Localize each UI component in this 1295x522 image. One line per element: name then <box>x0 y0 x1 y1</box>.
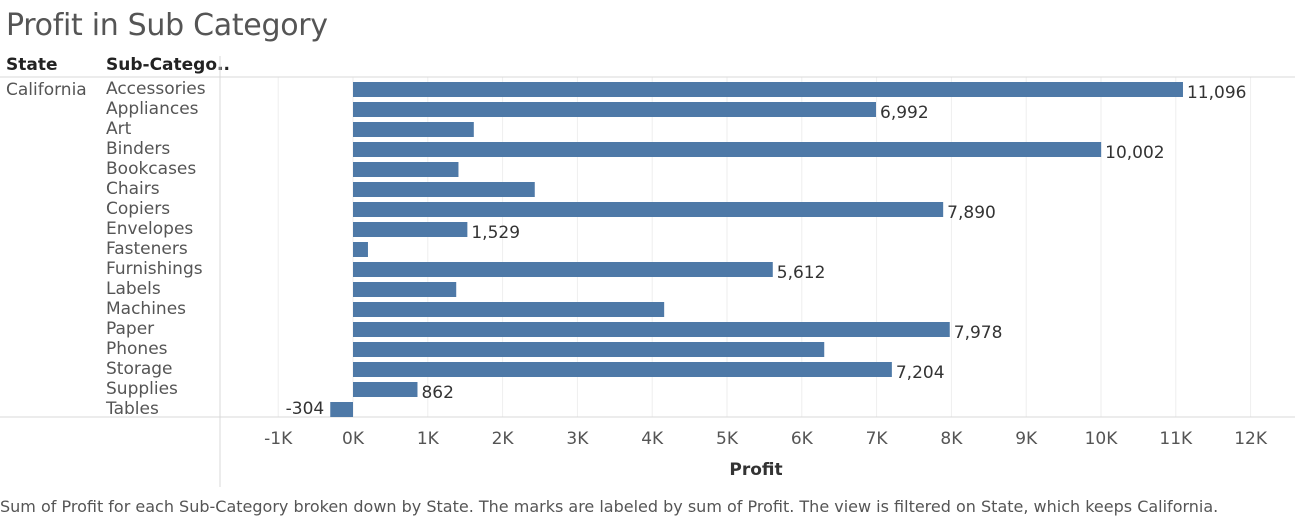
category-label: Accessories <box>106 79 206 99</box>
data-label: 10,002 <box>1105 143 1164 163</box>
bar-bookcases[interactable] <box>353 162 459 177</box>
x-tick-label: 6K <box>791 429 814 449</box>
bar-furnishings[interactable] <box>353 262 773 277</box>
category-label: Bookcases <box>106 159 196 179</box>
category-label: Phones <box>106 339 168 359</box>
data-label: -304 <box>286 399 325 419</box>
data-label: 862 <box>421 383 453 403</box>
bar-art[interactable] <box>353 122 474 137</box>
category-label: Labels <box>106 279 161 299</box>
subcategory-column-header[interactable]: Sub-Catego.. <box>106 55 230 75</box>
data-label: 7,204 <box>896 363 945 383</box>
category-label: Fasteners <box>106 239 188 259</box>
bar-copiers[interactable] <box>353 202 944 217</box>
x-tick-label: 8K <box>940 429 963 449</box>
bar-binders[interactable] <box>353 142 1102 157</box>
data-label: 6,992 <box>880 103 929 123</box>
bar-accessories[interactable] <box>353 82 1183 97</box>
bar-machines[interactable] <box>353 302 665 317</box>
bar-paper[interactable] <box>353 322 950 337</box>
x-tick-label: 5K <box>716 429 739 449</box>
x-tick-label: 9K <box>1015 429 1038 449</box>
category-label: Furnishings <box>106 259 203 279</box>
state-column-header[interactable]: State <box>6 55 58 75</box>
bar-phones[interactable] <box>353 342 825 357</box>
x-tick-label: 0K <box>342 429 365 449</box>
bar-appliances[interactable] <box>353 102 877 117</box>
x-tick-label: 2K <box>492 429 515 449</box>
dividers <box>0 56 1295 487</box>
bar-storage[interactable] <box>353 362 892 377</box>
bar-envelopes[interactable] <box>353 222 468 237</box>
category-label: Appliances <box>106 99 199 119</box>
category-label: Supplies <box>106 379 178 399</box>
bar-labels[interactable] <box>353 282 457 297</box>
x-tick-label: 12K <box>1234 429 1268 449</box>
category-label: Machines <box>106 299 186 319</box>
category-label: Copiers <box>106 199 170 219</box>
state-value-california[interactable]: California <box>6 80 87 100</box>
labels: Accessories 11,096 Appliances 6,992 ArtBinde… <box>105 79 1268 449</box>
category-label: Paper <box>106 319 154 339</box>
data-label: 1,529 <box>471 223 520 243</box>
x-tick-label: 1K <box>417 429 440 449</box>
chart-title: Profit in Sub Category <box>6 8 328 43</box>
data-label: 7,890 <box>947 203 996 223</box>
data-label: 11,096 <box>1187 83 1246 103</box>
bar-chairs[interactable] <box>353 182 535 197</box>
data-label: 5,612 <box>777 263 826 283</box>
category-label: Chairs <box>106 179 160 199</box>
x-tick-label: 7K <box>866 429 889 449</box>
x-tick-label: 3K <box>566 429 589 449</box>
x-tick-label: 11K <box>1159 429 1193 449</box>
bar-supplies[interactable] <box>353 382 418 397</box>
data-label: 7,978 <box>954 323 1003 343</box>
x-tick-label: 4K <box>641 429 664 449</box>
bars <box>330 82 1183 417</box>
x-axis-title: Profit <box>729 460 782 480</box>
category-label: Storage <box>106 359 173 379</box>
x-tick-label: -1K <box>264 429 293 449</box>
category-label: Art <box>106 119 132 139</box>
bar-fasteners[interactable] <box>353 242 368 257</box>
caption: Sum of Profit for each Sub-Category brok… <box>0 497 1219 516</box>
bar-tables[interactable] <box>330 402 353 417</box>
category-label: Tables <box>105 399 159 419</box>
category-label: Binders <box>106 139 170 159</box>
category-label: Envelopes <box>106 219 193 239</box>
x-tick-label: 10K <box>1085 429 1119 449</box>
